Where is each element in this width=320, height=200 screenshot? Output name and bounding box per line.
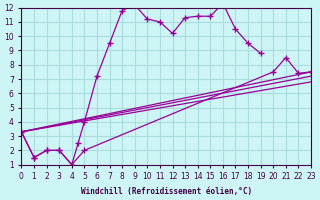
X-axis label: Windchill (Refroidissement éolien,°C): Windchill (Refroidissement éolien,°C) [81,187,252,196]
